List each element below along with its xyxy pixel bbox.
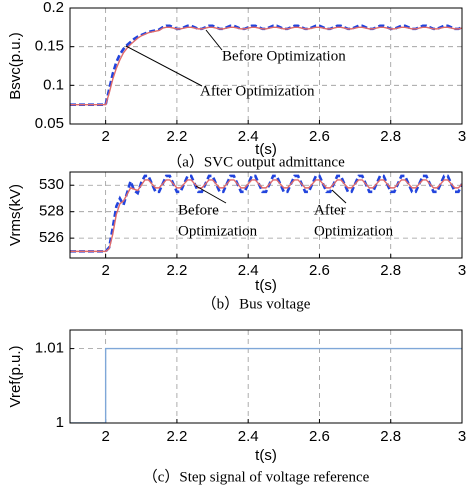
- x-tick-label: 3: [458, 128, 466, 145]
- x-tick-label: 2.4: [238, 128, 259, 145]
- annotation: Before: [178, 202, 219, 218]
- annotation: Optimization: [314, 223, 394, 239]
- annotation-arrow: [195, 185, 227, 204]
- x-tick-label: 2.8: [380, 128, 401, 145]
- y-tick-label: 1.01: [35, 340, 64, 357]
- x-tick-label: 2.2: [166, 262, 187, 279]
- annotation: After: [314, 202, 346, 218]
- y-tick-label: 0.05: [35, 115, 64, 132]
- annotation: Before Optimization: [222, 48, 346, 64]
- x-tick-label: 2.8: [380, 428, 401, 445]
- y-tick-label: 530: [39, 176, 64, 193]
- x-tick-label: 2.2: [166, 128, 187, 145]
- y-tick-label: 0.15: [35, 38, 64, 55]
- plot-frame: [69, 329, 463, 424]
- caption: （c）Step signal of voltage reference: [143, 468, 370, 485]
- y-axis-label: Vrms(kV): [7, 184, 24, 246]
- annotation: Optimization: [178, 223, 258, 239]
- x-tick-label: 3: [458, 428, 466, 445]
- x-tick-label: 2.4: [238, 428, 259, 445]
- caption: （a）SVC output admittance: [167, 153, 345, 170]
- plot-frame: [69, 171, 463, 259]
- x-tick-label: 2: [101, 262, 109, 279]
- caption: （b）Bus voltage: [202, 295, 311, 312]
- annotation: After Optimization: [200, 83, 315, 99]
- x-tick-label: 2: [101, 428, 109, 445]
- y-tick-label: 526: [39, 229, 64, 246]
- series-line: [70, 347, 462, 423]
- series-line: [70, 179, 462, 253]
- x-tick-label: 2.6: [309, 428, 330, 445]
- series-line: [70, 26, 462, 106]
- annotation-arrow: [205, 29, 223, 51]
- x-tick-label: 2.6: [309, 128, 330, 145]
- y-axis-label: Vref(p.u.): [7, 346, 24, 408]
- x-tick-label: 2.6: [309, 262, 330, 279]
- annotation-arrow: [331, 189, 347, 204]
- y-tick-label: 1: [56, 414, 64, 431]
- series-line: [70, 174, 462, 253]
- y-tick-label: 0.2: [43, 0, 64, 16]
- x-tick-label: 2.2: [166, 428, 187, 445]
- x-tick-label: 2.4: [238, 262, 259, 279]
- x-axis-label: t(s): [255, 141, 277, 158]
- x-axis-label: t(s): [255, 277, 277, 294]
- x-axis-label: t(s): [255, 447, 277, 464]
- x-tick-label: 3: [458, 262, 466, 279]
- y-tick-label: 0.1: [43, 76, 64, 93]
- annotation-arrow: [125, 45, 203, 87]
- y-tick-label: 528: [39, 203, 64, 220]
- plot-frame: [69, 7, 463, 125]
- x-tick-label: 2.8: [380, 262, 401, 279]
- y-axis-label: Bsvc(p.u.): [7, 32, 24, 100]
- x-tick-label: 2: [101, 128, 109, 145]
